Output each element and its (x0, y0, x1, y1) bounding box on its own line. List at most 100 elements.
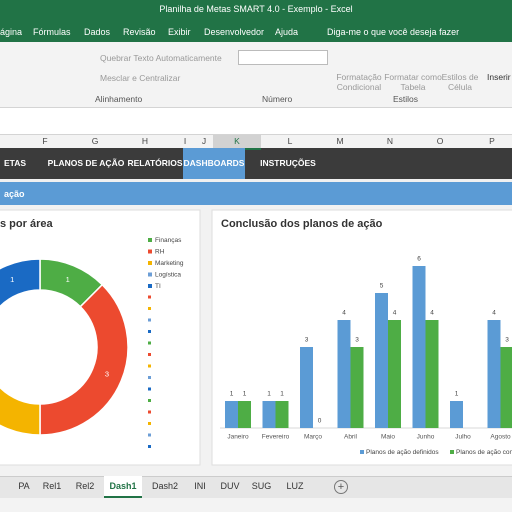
nav-item[interactable]: PLANOS DE AÇÃO (47, 158, 125, 168)
x-tick-label: Maio (381, 434, 395, 441)
sheet-tab[interactable]: INI (194, 481, 206, 491)
data-label: 4 (430, 310, 434, 317)
bar (412, 266, 426, 428)
bar (425, 320, 439, 428)
search-box[interactable]: Diga-me o que você deseja fazer (327, 27, 460, 37)
data-label: 1 (455, 391, 459, 398)
legend-swatch (148, 341, 151, 345)
data-label: 4 (393, 310, 397, 317)
nav-item[interactable]: RELATÓRIOS (127, 158, 183, 168)
ribbon-group-label: Número (262, 94, 293, 104)
legend-swatch (148, 445, 151, 448)
ribbon-tab[interactable]: Ajuda (275, 27, 299, 37)
column-header[interactable]: F (42, 136, 48, 146)
conditional-format[interactable]: Formatação Condicional (336, 72, 382, 92)
legend-swatch (148, 307, 151, 310)
data-label: 1 (280, 391, 284, 398)
column-header[interactable]: P (489, 136, 495, 146)
bar (337, 320, 351, 428)
title-bar (0, 0, 512, 42)
data-label: 1 (267, 391, 271, 398)
column-header[interactable]: O (436, 136, 444, 146)
legend-swatch (148, 364, 151, 368)
legend-swatch (148, 410, 151, 414)
chart-title: s por área (0, 218, 53, 230)
number-format-box[interactable] (238, 50, 328, 65)
column-header[interactable]: J (201, 136, 207, 146)
data-label: 0 (318, 418, 322, 425)
x-tick-label: Agosto (490, 434, 511, 441)
sheet-tab[interactable]: DUV (220, 481, 240, 491)
donut-slice (0, 258, 41, 308)
bar (238, 401, 251, 428)
section-band (0, 182, 512, 205)
legend-label: Finanças (155, 237, 182, 244)
ribbon-tab[interactable]: ágina (0, 27, 23, 37)
ribbon-tab[interactable]: Desenvolvedor (204, 27, 265, 37)
legend-swatch (148, 261, 152, 265)
legend-swatch (148, 330, 151, 333)
sheet-tab[interactable]: Rel1 (42, 481, 62, 491)
bar (275, 401, 289, 428)
legend-label: Planos de ação definidos (366, 449, 439, 456)
ribbon-tab[interactable]: Dados (84, 27, 111, 37)
data-label: 3 (355, 337, 359, 344)
ribbon-tab[interactable]: Exibir (168, 27, 191, 37)
bar (225, 401, 238, 428)
donut-slice (0, 386, 41, 436)
legend-swatch (148, 422, 151, 425)
data-label: 5 (380, 283, 384, 290)
format-table[interactable]: Formatar como Tabela (384, 72, 442, 92)
nav-item[interactable]: ETAS (3, 158, 27, 168)
bar (487, 320, 501, 428)
column-header[interactable]: L (287, 136, 293, 146)
column-header[interactable]: I (183, 136, 187, 146)
wrap-text[interactable]: Quebrar Texto Automaticamente (100, 53, 222, 63)
dashboard: s por área13211FinançasRHMarketingLogíst… (0, 209, 512, 466)
sheet-tab[interactable]: Dash1 (104, 476, 142, 498)
x-tick-label: Junho (417, 434, 435, 441)
data-label: 1 (10, 275, 14, 284)
x-tick-label: Janeiro (227, 434, 249, 441)
sheet-tab[interactable]: SUG (251, 481, 272, 491)
sheet-tab[interactable]: PA (18, 481, 30, 491)
bar (262, 401, 276, 428)
legend-swatch (148, 284, 152, 288)
legend-swatch (148, 249, 152, 254)
column-header[interactable]: H (141, 136, 149, 146)
window-title: Planilha de Metas SMART 4.0 - Exemplo - … (159, 4, 353, 14)
x-tick-label: Julho (455, 434, 471, 441)
ribbon-group-label: Alinhamento (95, 94, 143, 104)
nav-item[interactable]: INSTRUÇÕES (260, 158, 316, 168)
nav-item[interactable]: DASHBOARDS (183, 148, 245, 179)
column-header[interactable]: G (91, 136, 99, 146)
legend-label: Marketing (155, 260, 184, 267)
bar (500, 347, 512, 428)
cell-styles[interactable]: Estilos de Célula (441, 72, 479, 92)
column-header[interactable]: N (386, 136, 394, 146)
insert[interactable]: Inserir (487, 72, 511, 82)
data-label: 1 (66, 275, 70, 284)
add-sheet-button[interactable]: + (334, 480, 348, 494)
data-label: 3 (505, 337, 509, 344)
ribbon-tab[interactable]: Fórmulas (33, 27, 71, 37)
x-tick-label: Março (304, 434, 322, 441)
section-title: ação (4, 189, 25, 199)
bar (350, 347, 364, 428)
merge-center[interactable]: Mesclar e Centralizar (100, 73, 181, 83)
bar (375, 293, 388, 428)
data-label: 1 (230, 391, 234, 398)
legend-swatch (148, 387, 151, 391)
formula-bar[interactable] (0, 108, 512, 135)
ribbon-group-label: Estilos (393, 94, 419, 104)
column-header[interactable]: M (336, 136, 344, 146)
data-label: 3 (305, 337, 309, 344)
ribbon-tab[interactable]: Revisão (123, 27, 156, 37)
sheet-tab[interactable]: Dash2 (151, 481, 178, 491)
legend-swatch (148, 353, 151, 356)
status-bar (0, 498, 512, 512)
sheet-tab[interactable]: Rel2 (75, 481, 95, 491)
legend-label: RH (155, 249, 165, 256)
sheet-tab[interactable]: LUZ (286, 481, 304, 491)
